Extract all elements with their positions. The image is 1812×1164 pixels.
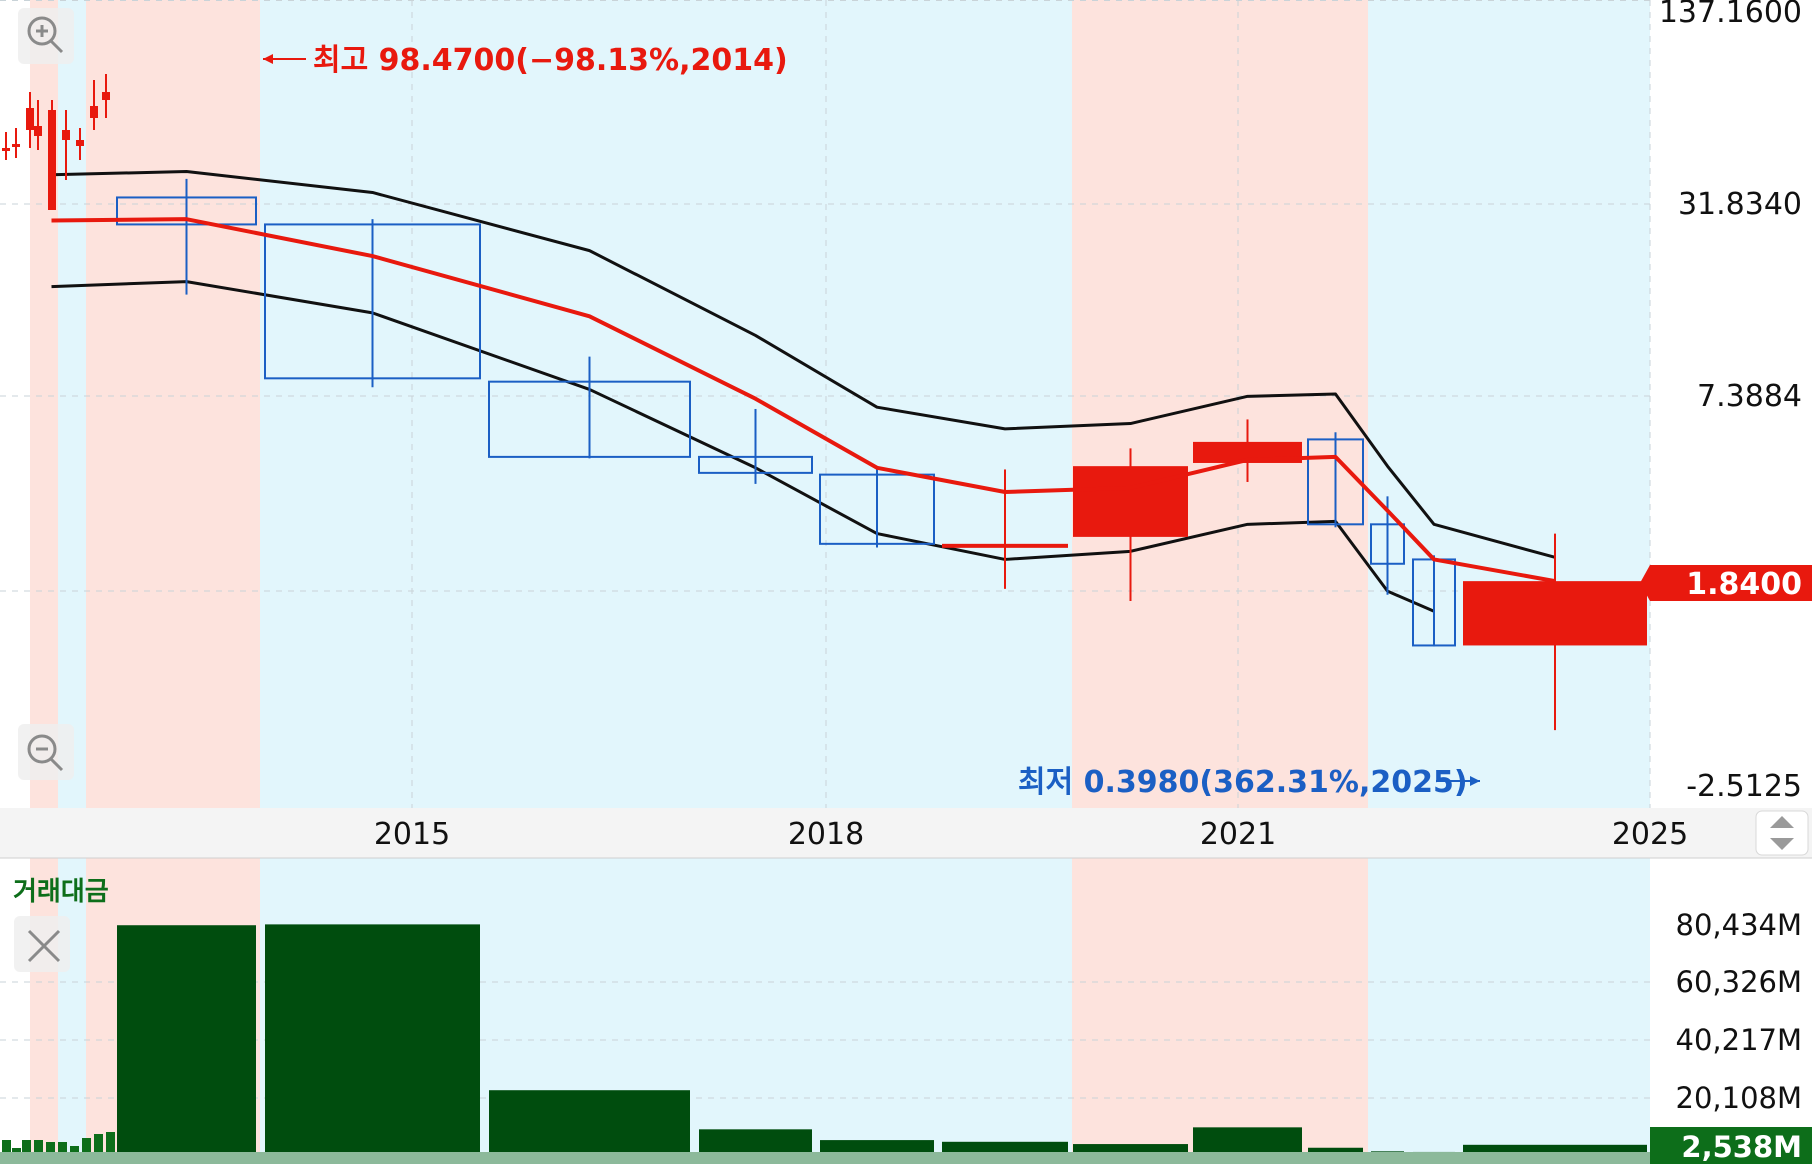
high-annotation: 최고 98.4700(−98.13%,2014) [263,43,788,78]
volume-title: 거래대금 [13,877,109,907]
grid-lines [0,0,1651,1157]
close-icon [27,929,61,963]
x-tick-label: 2018 [788,817,864,852]
candle-body [264,223,481,380]
x-tick-label: 2021 [1200,817,1276,852]
candle-body [102,92,110,100]
candle-body [488,380,691,458]
volume-bar [699,1129,812,1152]
candle-body [76,140,84,146]
candlestick-series [2,74,1647,731]
volume-baseline [0,1152,1650,1164]
candle-body [12,144,20,147]
period-shade [1072,0,1368,1164]
current-volume-tag: 2,538M [1650,1127,1812,1164]
volume-bar [82,1138,91,1152]
axis-scroll-control[interactable] [1755,810,1809,856]
candle-body [116,196,257,226]
volume-bar [1308,1147,1363,1152]
x-tick-label: 2015 [374,817,450,852]
current-price-label: 1.8400 [1686,567,1802,602]
volume-tick-label: 20,108M [1676,1081,1803,1115]
low-annotation: 최저 0.3980(362.31%,2025) [1018,765,1480,800]
candle-body [48,110,56,210]
zoom-out-button[interactable] [18,724,74,780]
x-tick-label: 2025 [1612,817,1688,852]
x-axis-ticks: 2015 2018 2021 2025 [374,817,1688,852]
volume-bar [1073,1144,1188,1152]
volume-tick-label: 40,217M [1676,1023,1803,1057]
volume-bar [117,925,256,1152]
zoom-in-button[interactable] [18,8,74,64]
bollinger-bands [51,170,1556,613]
volume-axis-ticks: 80,434M 60,326M 40,217M 20,108M [1676,908,1803,1115]
current-volume-label: 2,538M [1681,1130,1802,1164]
volume-bar [265,924,480,1152]
candle-body [1463,581,1647,646]
y-tick-label: 137.1600 [1659,0,1802,30]
volume-bar [94,1134,103,1152]
volume-tick-label: 60,326M [1676,965,1803,999]
volume-bar [58,1142,67,1152]
candle-body [26,108,34,130]
volume-tick-label: 80,434M [1676,908,1803,942]
low-annotation-label: 최저 0.3980(362.31%,2025) [1018,765,1468,800]
candle-body [819,473,935,545]
zoom-out-icon [27,734,64,772]
volume-bar [46,1142,55,1152]
zoom-in-icon [27,16,64,54]
volume-bar [2,1140,11,1152]
candle-body [1307,438,1364,526]
candle-body [698,455,813,474]
volume-bar [106,1132,115,1152]
close-volume-pane-button[interactable] [14,916,70,972]
y-tick-label: 31.8340 [1678,187,1802,222]
candle-body [2,148,10,151]
volume-bar [942,1141,1068,1152]
volume-bar [34,1140,43,1152]
moving-average [51,217,1556,584]
band-lower-line [51,280,1435,613]
volume-bar [489,1090,690,1152]
candle-body [90,106,98,118]
chevron-down-icon [1770,838,1794,850]
candle-body [942,543,1068,548]
band-upper-line [51,170,1556,559]
candle-body [1370,523,1405,565]
candle-body [62,130,70,140]
volume-bar [1463,1144,1647,1152]
y-tick-label: 7.3884 [1697,379,1802,414]
current-price-tag: 1.8400 [1640,565,1812,602]
candle-body [34,126,42,136]
y-tick-label: -2.5125 [1686,769,1802,804]
volume-bar [70,1146,79,1152]
volume-bar [1193,1127,1302,1152]
x-axis-strip [0,808,1812,858]
volume-bars [0,924,1650,1164]
volume-bar [22,1140,31,1152]
volume-bar [820,1140,934,1152]
volume-bar [12,1148,21,1152]
high-annotation-label: 최고 98.4700(−98.13%,2014) [313,43,788,78]
chevron-up-icon [1770,816,1794,828]
ma-line [51,217,1556,584]
